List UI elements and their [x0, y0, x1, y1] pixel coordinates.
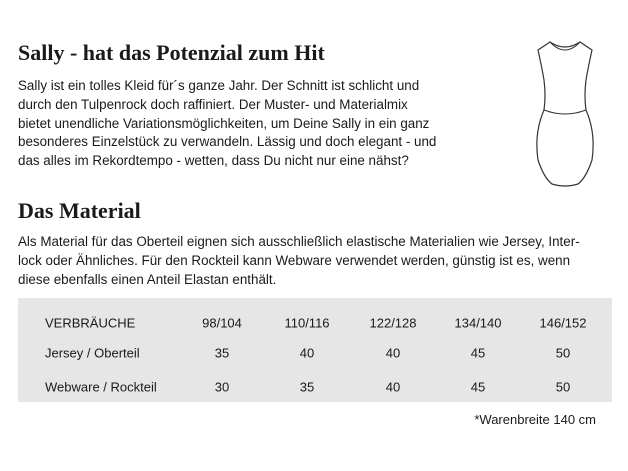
text-line: bietet unendliche Variationsmöglichkeite…: [18, 115, 430, 131]
text-line: lock oder Ähnliches. Für den Rockteil ka…: [18, 252, 571, 268]
material-text: Als Material für das Oberteil eignen sic…: [18, 233, 580, 289]
header-cell: 110/116: [284, 315, 330, 331]
cell: 40: [299, 345, 315, 361]
table: VERBRÄUCHE 98/104 110/116 122/128 134/140 146…: [18, 298, 612, 402]
footnote: *Warenbreite 140 cm: [474, 412, 596, 427]
cell: 50: [555, 345, 571, 361]
text-line: besonderes Einzelstück zu verwandeln. Lä…: [18, 134, 437, 150]
dress-sketch: [536, 41, 594, 187]
cell: 35: [299, 379, 315, 395]
cell: Jersey / Oberteil: [45, 345, 140, 361]
header-cell: 146/152: [539, 315, 587, 331]
cell: 45: [470, 345, 486, 361]
cell: 50: [555, 379, 571, 395]
cell: 30: [214, 379, 230, 395]
text-line: diese ebenfalls einen Anteil Elastan ent…: [18, 271, 277, 287]
cell: 40: [385, 379, 401, 395]
text-line: das alles im Rekordtempo - wetten, dass …: [18, 153, 409, 169]
cell: 40: [385, 345, 401, 361]
header-cell: VERBRÄUCHE: [45, 315, 136, 331]
header-cell: 122/128: [369, 315, 417, 331]
section-title: Das Material: [18, 198, 141, 223]
intro: Sally ist ein tolles Kleid für´s ganze J…: [18, 77, 436, 171]
title: Sally - hat das Potenzial zum Hit: [18, 40, 325, 65]
cell: 35: [214, 345, 230, 361]
cell: 45: [470, 379, 486, 395]
cell: Webware / Rockteil: [45, 379, 157, 395]
header-cell: 134/140: [454, 315, 502, 331]
text-line: durch den Tulpenrock doch raffiniert. De…: [18, 96, 408, 112]
text-line: Sally ist ein tolles Kleid für´s ganze J…: [18, 78, 420, 93]
text-line: Als Material für das Oberteil eignen sic…: [18, 234, 580, 249]
header-cell: 98/104: [202, 315, 242, 331]
